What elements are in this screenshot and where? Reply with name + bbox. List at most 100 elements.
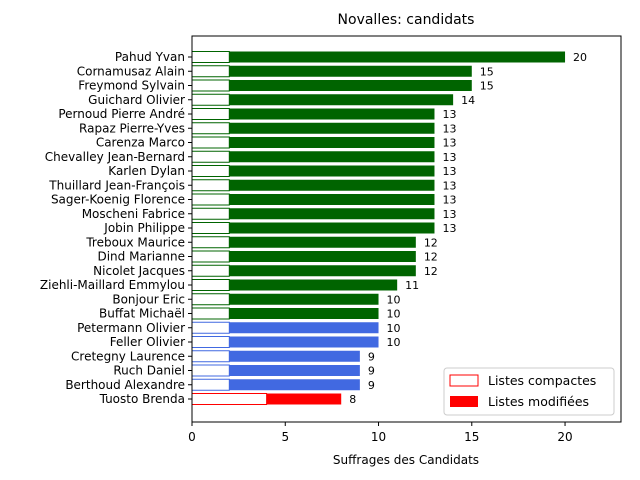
bar-modifiees <box>229 51 566 63</box>
bar-modifiees <box>229 251 416 262</box>
y-tick-label: Moscheni Fabrice <box>82 207 185 221</box>
x-axis-title: Suffrages des Candidats <box>333 453 479 467</box>
y-tick-label: Nicolet Jacques <box>93 264 185 278</box>
x-tick-label: 0 <box>188 430 196 444</box>
bar-modifiees <box>229 350 360 362</box>
bar-compactes <box>191 179 230 192</box>
bar-modifiees <box>229 379 360 391</box>
x-tick-label: 10 <box>371 430 386 444</box>
bar-modifiees <box>229 137 435 148</box>
bar-compactes <box>191 350 230 363</box>
data-label: 13 <box>442 179 456 192</box>
y-tick-label: Carenza Marco <box>96 136 185 150</box>
bar-modifiees <box>229 208 435 220</box>
legend-swatch-modifiees <box>450 396 478 407</box>
bar-compactes <box>191 108 230 120</box>
bar-compactes <box>191 364 230 377</box>
y-tick-label: Cornamusaz Alain <box>77 64 185 78</box>
y-tick-label: Chevalley Jean-Bernard <box>45 150 185 164</box>
bar-compactes <box>191 264 230 277</box>
value-labels: 2015151413131313131313131312121211101010… <box>349 51 587 406</box>
bar-modifiees <box>229 151 435 163</box>
data-label: 14 <box>461 94 475 107</box>
bar-modifiees <box>229 80 472 91</box>
legend: Listes compactes Listes modifiées <box>443 367 615 416</box>
y-tick-label: Pernoud Pierre André <box>58 107 185 121</box>
bar-compactes <box>191 122 230 135</box>
bar-modifiees <box>229 293 379 305</box>
legend-swatch-compactes <box>449 374 479 387</box>
y-tick-label: Dind Marianne <box>97 250 185 264</box>
bar-modifiees <box>229 365 360 376</box>
y-tick-label: Ziehli-Maillard Emmylou <box>40 278 185 292</box>
bar-modifiees <box>229 336 379 348</box>
data-label: 13 <box>442 165 456 178</box>
bar-compactes <box>191 150 230 163</box>
bar-modifiees <box>229 222 435 234</box>
bar-compactes <box>191 250 230 263</box>
legend-label-modifiees: Listes modifiées <box>488 394 589 409</box>
y-tick-label: Thuillard Jean-François <box>48 178 185 192</box>
bar-modifiees <box>266 393 342 405</box>
bar-compactes <box>191 222 230 234</box>
bar-compactes <box>191 165 230 177</box>
data-label: 10 <box>387 293 401 306</box>
data-label: 8 <box>349 393 356 406</box>
y-tick-label: Freymond Sylvain <box>78 79 185 93</box>
bar-modifiees <box>229 265 416 277</box>
data-label: 9 <box>368 379 375 392</box>
data-label: 13 <box>442 108 456 121</box>
bar-modifiees <box>229 279 398 291</box>
y-tick-label: Jobin Philippe <box>103 221 185 235</box>
bar-compactes <box>191 93 230 106</box>
y-tick-label: Guichard Olivier <box>88 93 185 107</box>
y-tick-label: Buffat Michaël <box>99 307 185 321</box>
x-tick-label: 15 <box>464 430 479 444</box>
chart-title: Novalles: candidats <box>338 12 475 28</box>
bar-modifiees <box>229 194 435 205</box>
x-tick-label: 5 <box>281 430 289 444</box>
bar-compactes <box>191 51 230 63</box>
bar-compactes <box>191 207 230 220</box>
data-label: 12 <box>424 251 438 264</box>
y-tick-label: Feller Olivier <box>110 335 185 349</box>
bar-modifiees <box>229 94 454 106</box>
y-tick-label: Karlen Dylan <box>108 164 185 178</box>
y-tick-label: Treboux Maurice <box>85 235 185 249</box>
data-label: 10 <box>387 336 401 349</box>
data-label: 9 <box>368 365 375 378</box>
data-label: 13 <box>442 222 456 235</box>
x-axis-ticks: 0 5 10 15 20 <box>188 422 573 444</box>
data-label: 9 <box>368 350 375 363</box>
data-label: 11 <box>405 279 419 292</box>
bar-compactes <box>191 307 230 320</box>
bar-modifiees <box>229 308 379 319</box>
plot-frame <box>191 35 622 423</box>
y-tick-label: Rapaz Pierre-Yves <box>79 121 185 135</box>
data-label: 15 <box>480 80 494 93</box>
data-label: 12 <box>424 265 438 278</box>
bar-compactes <box>191 378 230 391</box>
data-label: 10 <box>387 308 401 321</box>
y-tick-label: Petermann Olivier <box>77 321 185 335</box>
bar-modifiees <box>229 322 379 334</box>
bar-compactes <box>191 321 230 334</box>
bar-compactes <box>191 279 230 291</box>
bar-modifiees <box>229 165 435 177</box>
data-label: 15 <box>480 65 494 78</box>
data-label: 13 <box>442 122 456 135</box>
y-tick-label: Tuosto Brenda <box>99 392 185 406</box>
y-tick-label: Bonjour Eric <box>112 292 185 306</box>
bar-compactes <box>191 65 230 78</box>
legend-label-compactes: Listes compactes <box>488 373 596 388</box>
y-tick-label: Sager-Koenig Florence <box>51 193 185 207</box>
bar-compactes <box>191 336 230 348</box>
y-tick-label: Pahud Yvan <box>115 50 185 64</box>
y-tick-label: Berthoud Alexandre <box>65 378 185 392</box>
bar-modifiees <box>229 108 435 120</box>
data-label: 13 <box>442 208 456 221</box>
bar-compactes <box>191 236 230 249</box>
bar-modifiees <box>229 179 435 191</box>
bar-compactes <box>191 293 230 306</box>
